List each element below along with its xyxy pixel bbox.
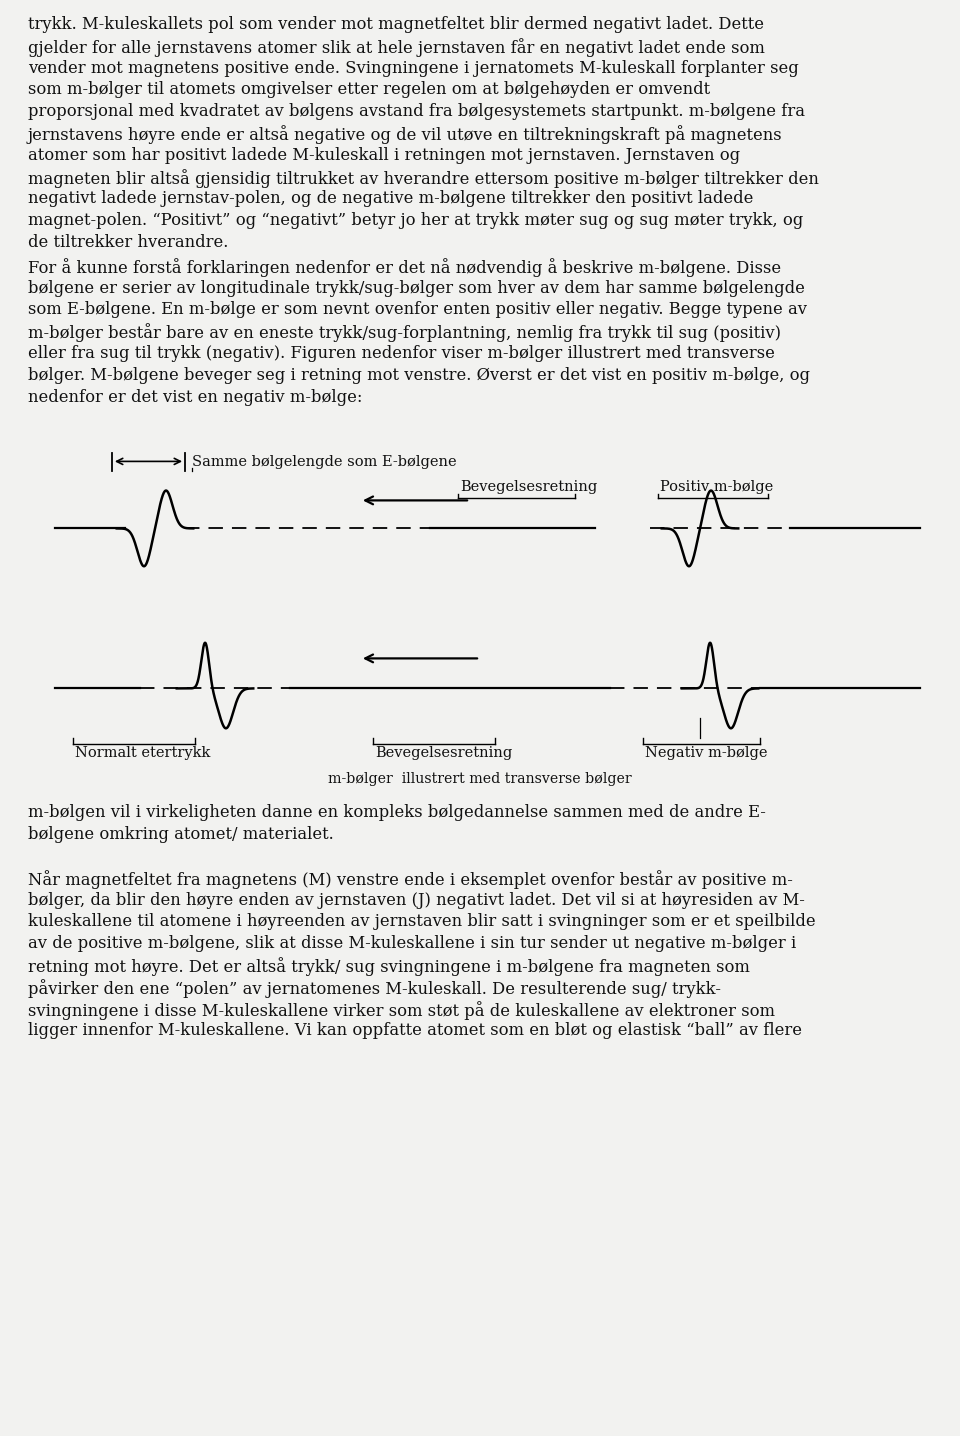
Text: Normalt etertrykk: Normalt etertrykk <box>75 747 210 761</box>
Text: bølger. M-bølgene beveger seg i retning mot venstre. Øverst er det vist en posit: bølger. M-bølgene beveger seg i retning … <box>28 366 810 383</box>
Text: m-bølger består bare av en eneste trykk/sug-forplantning, nemlig fra trykk til s: m-bølger består bare av en eneste trykk/… <box>28 323 781 342</box>
Text: jernstavens høyre ende er altså negative og de vil utøve en tiltrekningskraft på: jernstavens høyre ende er altså negative… <box>28 125 782 144</box>
Text: Negativ m-bølge: Negativ m-bølge <box>645 747 767 761</box>
Text: gjelder for alle jernstavens atomer slik at hele jernstaven får en negativt lade: gjelder for alle jernstavens atomer slik… <box>28 37 765 56</box>
Text: nedenfor er det vist en negativ m-bølge:: nedenfor er det vist en negativ m-bølge: <box>28 389 363 405</box>
Text: m-bølgen vil i virkeligheten danne en kompleks bølgedannelse sammen med de andre: m-bølgen vil i virkeligheten danne en ko… <box>28 804 766 821</box>
Text: Samme bølgelengde som E-bølgene: Samme bølgelengde som E-bølgene <box>192 455 457 470</box>
Text: som E-bølgene. En m-bølge er som nevnt ovenfor enten positiv eller negativ. Begg: som E-bølgene. En m-bølge er som nevnt o… <box>28 302 807 319</box>
Text: påvirker den ene “polen” av jernatomenes M-kuleskall. De resulterende sug/ trykk: påvirker den ene “polen” av jernatomenes… <box>28 979 721 998</box>
Text: bølgene omkring atomet/ materialet.: bølgene omkring atomet/ materialet. <box>28 826 334 843</box>
Text: kuleskallene til atomene i høyreenden av jernstaven blir satt i svingninger som : kuleskallene til atomene i høyreenden av… <box>28 913 816 931</box>
Text: trykk. M-kuleskallets pol som vender mot magnetfeltet blir dermed negativt ladet: trykk. M-kuleskallets pol som vender mot… <box>28 16 764 33</box>
Text: bølger, da blir den høyre enden av jernstaven (J) negativt ladet. Det vil si at : bølger, da blir den høyre enden av jerns… <box>28 892 804 909</box>
Text: bølgene er serier av longitudinale trykk/sug-bølger som hver av dem har samme bø: bølgene er serier av longitudinale trykk… <box>28 280 804 297</box>
Text: eller fra sug til trykk (negativ). Figuren nedenfor viser m-bølger illustrert me: eller fra sug til trykk (negativ). Figur… <box>28 345 775 362</box>
Text: ligger innenfor M-kuleskallene. Vi kan oppfatte atomet som en bløt og elastisk “: ligger innenfor M-kuleskallene. Vi kan o… <box>28 1022 802 1040</box>
Text: vender mot magnetens positive ende. Svingningene i jernatomets M-kuleskall forpl: vender mot magnetens positive ende. Svin… <box>28 60 799 76</box>
Text: retning mot høyre. Det er altså trykk/ sug svingningene i m-bølgene fra magneten: retning mot høyre. Det er altså trykk/ s… <box>28 956 750 976</box>
Text: Positiv m-bølge: Positiv m-bølge <box>660 481 773 494</box>
Text: negativt ladede jernstav-polen, og de negative m-bølgene tiltrekker den positivt: negativt ladede jernstav-polen, og de ne… <box>28 191 754 207</box>
Text: For å kunne forstå forklaringen nedenfor er det nå nødvendig å beskrive m-bølgen: For å kunne forstå forklaringen nedenfor… <box>28 258 781 277</box>
Text: proporsjonal med kvadratet av bølgens avstand fra bølgesystemets startpunkt. m-b: proporsjonal med kvadratet av bølgens av… <box>28 103 805 121</box>
Text: svingningene i disse M-kuleskallene virker som støt på de kuleskallene av elektr: svingningene i disse M-kuleskallene virk… <box>28 1001 775 1020</box>
Text: Når magnetfeltet fra magnetens (M) venstre ende i eksemplet ovenfor består av po: Når magnetfeltet fra magnetens (M) venst… <box>28 870 793 889</box>
Text: Bevegelsesretning: Bevegelsesretning <box>375 747 513 761</box>
Text: atomer som har positivt ladede M-kuleskall i retningen mot jernstaven. Jernstave: atomer som har positivt ladede M-kuleska… <box>28 146 740 164</box>
Text: magnet-polen. “Positivt” og “negativt” betyr jo her at trykk møter sug og sug mø: magnet-polen. “Positivt” og “negativt” b… <box>28 213 804 230</box>
Text: av de positive m-bølgene, slik at disse M-kuleskallene i sin tur sender ut negat: av de positive m-bølgene, slik at disse … <box>28 935 796 952</box>
Text: Bevegelsesretning: Bevegelsesretning <box>460 481 597 494</box>
Text: som m-bølger til atomets omgivelser etter regelen om at bølgehøyden er omvendt: som m-bølger til atomets omgivelser ette… <box>28 82 710 99</box>
Text: magneten blir altså gjensidig tiltrukket av hverandre ettersom positive m-bølger: magneten blir altså gjensidig tiltrukket… <box>28 168 819 188</box>
Text: de tiltrekker hverandre.: de tiltrekker hverandre. <box>28 234 228 251</box>
Text: m-bølger  illustrert med transverse bølger: m-bølger illustrert med transverse bølge… <box>328 773 632 787</box>
